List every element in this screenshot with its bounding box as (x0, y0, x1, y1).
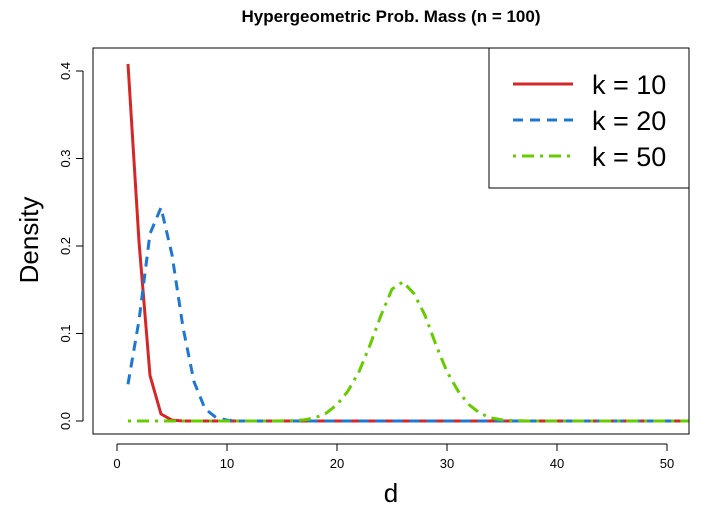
x-tick-label: 40 (550, 456, 564, 471)
y-tick-label: 0.4 (58, 62, 73, 80)
series-line-3 (128, 280, 689, 423)
y-axis-label: Density (14, 197, 44, 284)
y-tick-label: 0.3 (58, 149, 73, 167)
plot-lines (126, 63, 689, 423)
y-tick-label: 0.1 (58, 324, 73, 342)
chart-title: Hypergeometric Prob. Mass (n = 100) (241, 7, 540, 26)
x-tick-label: 20 (330, 456, 344, 471)
x-tick-label: 0 (113, 456, 120, 471)
legend-label: k = 10 (592, 70, 666, 100)
series-line-2 (126, 206, 689, 423)
y-tick-label: 0.2 (58, 237, 73, 255)
legend-label: k = 50 (592, 142, 666, 172)
legend-box (488, 47, 690, 189)
x-axis: 0 10 20 30 40 50 (113, 443, 674, 471)
legend: k = 10 k = 20 k = 50 (488, 47, 690, 189)
y-axis: 0.0 0.1 0.2 0.3 0.4 (58, 62, 84, 430)
y-tick-label: 0.0 (58, 412, 73, 430)
x-tick-label: 10 (220, 456, 234, 471)
plot-frame (92, 47, 690, 435)
x-tick-label: 30 (440, 456, 454, 471)
x-axis-label: d (384, 478, 398, 508)
legend-label: k = 20 (592, 106, 666, 136)
x-tick-label: 50 (660, 456, 674, 471)
